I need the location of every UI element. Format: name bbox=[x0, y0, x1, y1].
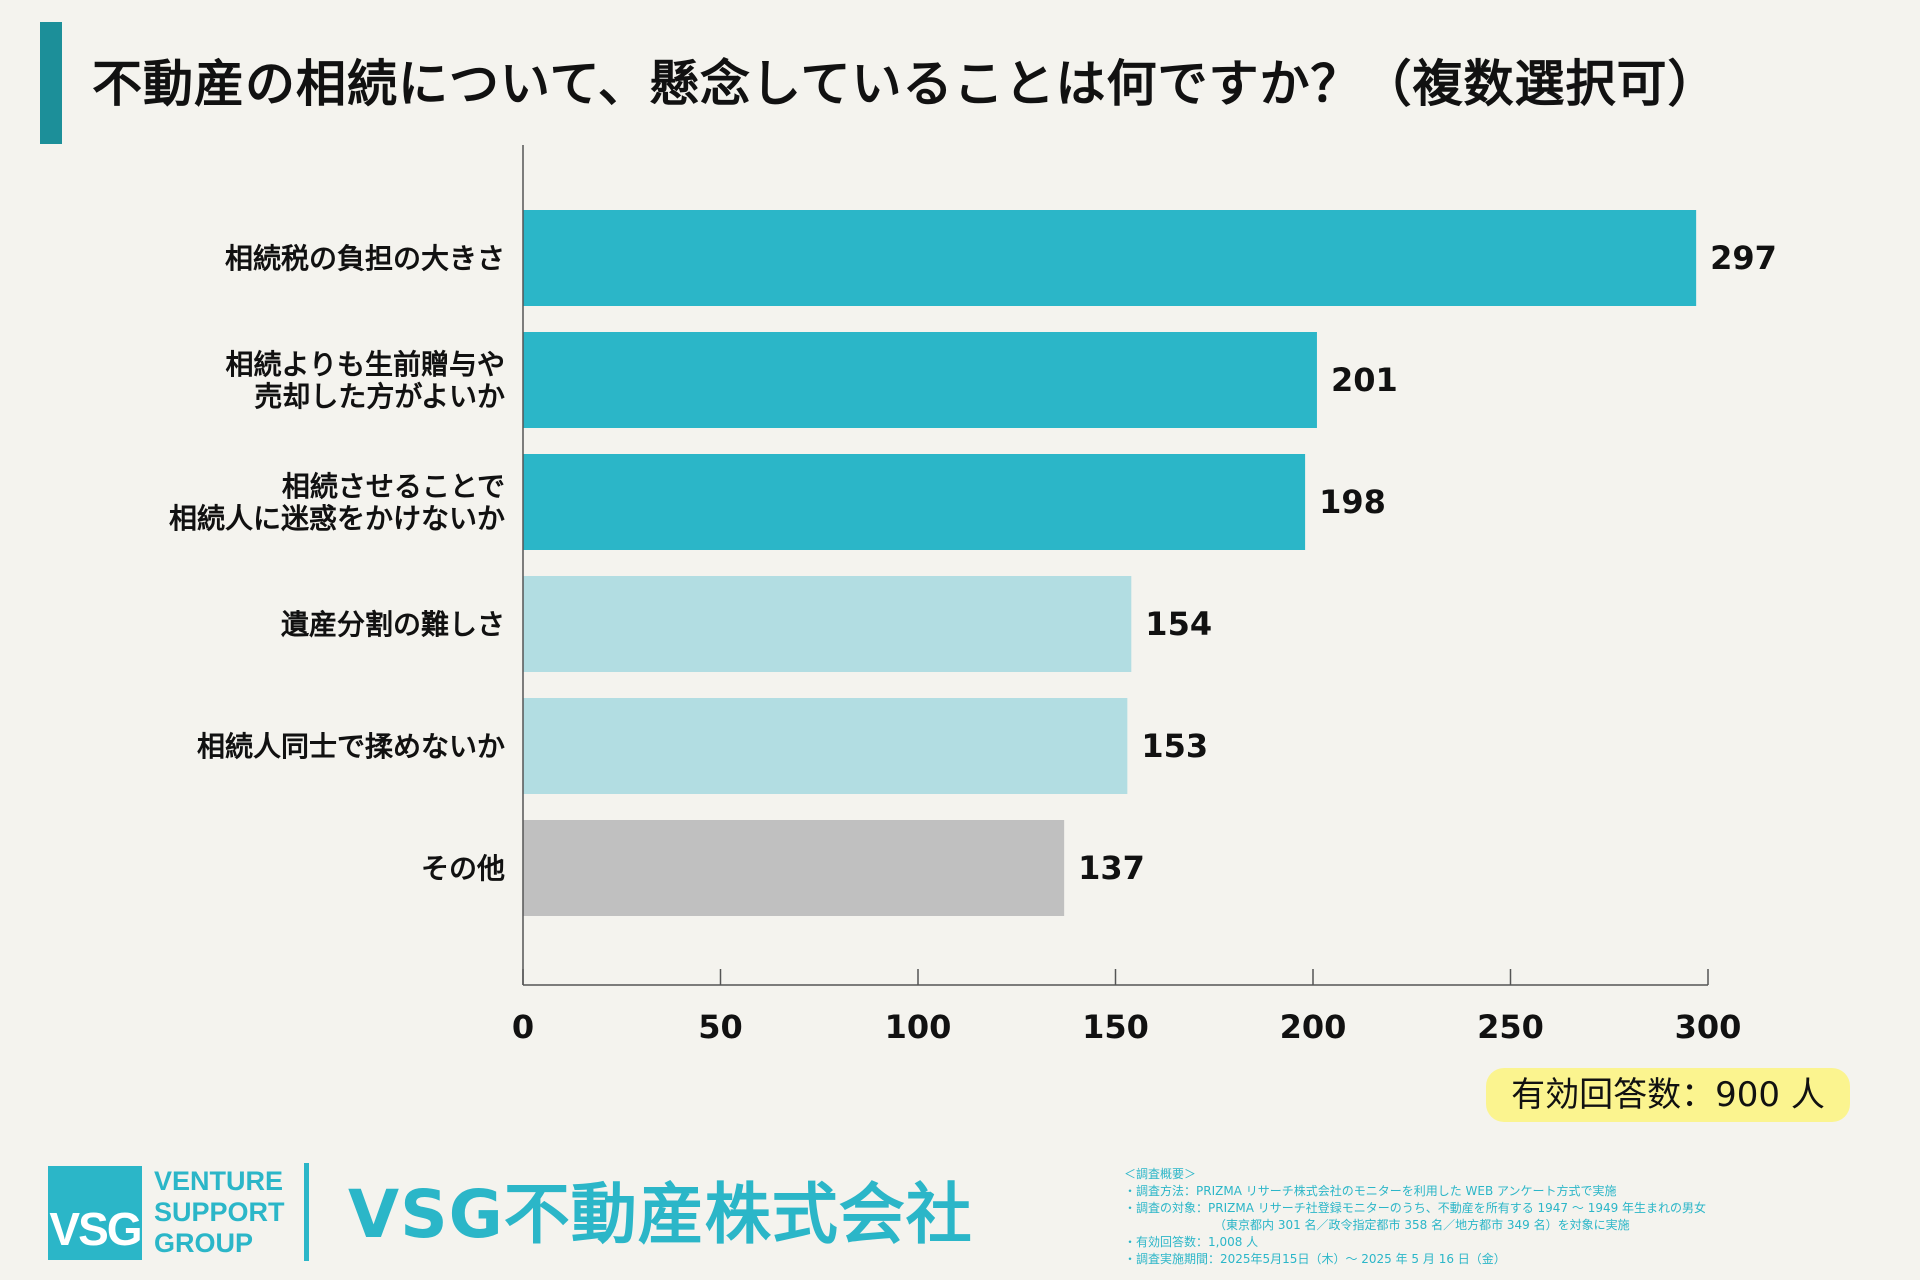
bar-value-label: 153 bbox=[1141, 727, 1208, 765]
logo-wordmark: VENTURE SUPPORT GROUP bbox=[154, 1166, 294, 1259]
category-label-line: 相続よりも生前贈与や bbox=[226, 348, 505, 381]
bar bbox=[523, 454, 1306, 550]
labels-layer: 297 相続税の負担の大きさ 201 相続よりも生前贈与や売却した方がよいか 198 相続… bbox=[169, 239, 1777, 1046]
title-accent-bar bbox=[40, 22, 62, 144]
bar-value-label: 198 bbox=[1319, 483, 1386, 521]
category-label-line: 相続税の負担の大きさ bbox=[225, 242, 505, 275]
logo-word: VENTURE bbox=[154, 1166, 284, 1196]
survey-target: ・調査の対象：PRIZMA リサーチ社登録モニターのうち、不動産を所有する 19… bbox=[1124, 1201, 1707, 1215]
logo-word: GROUP bbox=[154, 1228, 254, 1258]
category-label: 相続よりも生前贈与や売却した方がよいか bbox=[226, 348, 505, 413]
logo-divider bbox=[304, 1163, 309, 1261]
x-tick-label: 300 bbox=[1675, 1008, 1742, 1046]
bar-chart: 297 相続税の負担の大きさ 201 相続よりも生前贈与や売却した方がよいか 198 相続… bbox=[169, 145, 1777, 1046]
category-label-line: 遺産分割の難しさ bbox=[281, 608, 505, 641]
bar-value-label: 137 bbox=[1078, 849, 1145, 887]
x-tick-label: 100 bbox=[885, 1008, 952, 1046]
bar-value-label: 201 bbox=[1331, 361, 1398, 399]
bar-value-label: 154 bbox=[1145, 605, 1212, 643]
chart-title: 不動産の相続について、懸念していることは何ですか？（複数選択可） bbox=[92, 55, 1719, 113]
category-label-line: その他 bbox=[421, 852, 505, 885]
category-label-line: 相続人に迷惑をかけないか bbox=[169, 502, 505, 535]
bars-layer bbox=[523, 210, 1697, 916]
x-tick-label: 0 bbox=[512, 1008, 534, 1046]
x-tick-label: 250 bbox=[1477, 1008, 1544, 1046]
survey-responses: ・有効回答数：1,008 人 bbox=[1124, 1235, 1259, 1249]
category-label: 相続税の負担の大きさ bbox=[225, 242, 505, 275]
bar bbox=[523, 210, 1697, 306]
bar bbox=[523, 698, 1128, 794]
vsg-logo-mark: VSG bbox=[48, 1166, 143, 1260]
axis-layer bbox=[522, 145, 1709, 986]
category-label-line: 相続させることで bbox=[282, 470, 505, 503]
category-label-line: 売却した方がよいか bbox=[254, 380, 505, 413]
category-label: 相続させることで相続人に迷惑をかけないか bbox=[169, 470, 505, 535]
bar-value-label: 297 bbox=[1710, 239, 1777, 277]
logo-word: SUPPORT bbox=[154, 1197, 285, 1227]
survey-overview: ＜調査概要＞ ・調査方法：PRIZMA リサーチ株式会社のモニターを利用した W… bbox=[1124, 1166, 1824, 1268]
category-label: その他 bbox=[421, 852, 505, 885]
bar bbox=[523, 576, 1132, 672]
survey-target-detail: （東京都内 301 名／政令指定都市 358 名／地方都市 349 名）を対象に… bbox=[1214, 1218, 1630, 1232]
survey-period: ・調査実施期間：2025年5月15日（木）～ 2025 年 5 月 16 日（金… bbox=[1124, 1252, 1506, 1266]
category-label: 相続人同士で揉めないか bbox=[197, 730, 505, 763]
x-tick-label: 150 bbox=[1082, 1008, 1149, 1046]
category-label-line: 相続人同士で揉めないか bbox=[197, 730, 505, 763]
x-tick-label: 200 bbox=[1280, 1008, 1347, 1046]
bar bbox=[523, 820, 1065, 916]
x-tick-label: 50 bbox=[698, 1008, 743, 1046]
category-label: 遺産分割の難しさ bbox=[281, 608, 505, 641]
survey-method: ・調査方法：PRIZMA リサーチ株式会社のモニターを利用した WEB アンケー… bbox=[1124, 1184, 1617, 1198]
bar bbox=[523, 332, 1317, 428]
respondents-badge: 有効回答数：900 人 bbox=[1486, 1068, 1850, 1122]
survey-heading: ＜調査概要＞ bbox=[1124, 1167, 1197, 1181]
company-name: VSG不動産株式会社 bbox=[348, 1176, 973, 1253]
